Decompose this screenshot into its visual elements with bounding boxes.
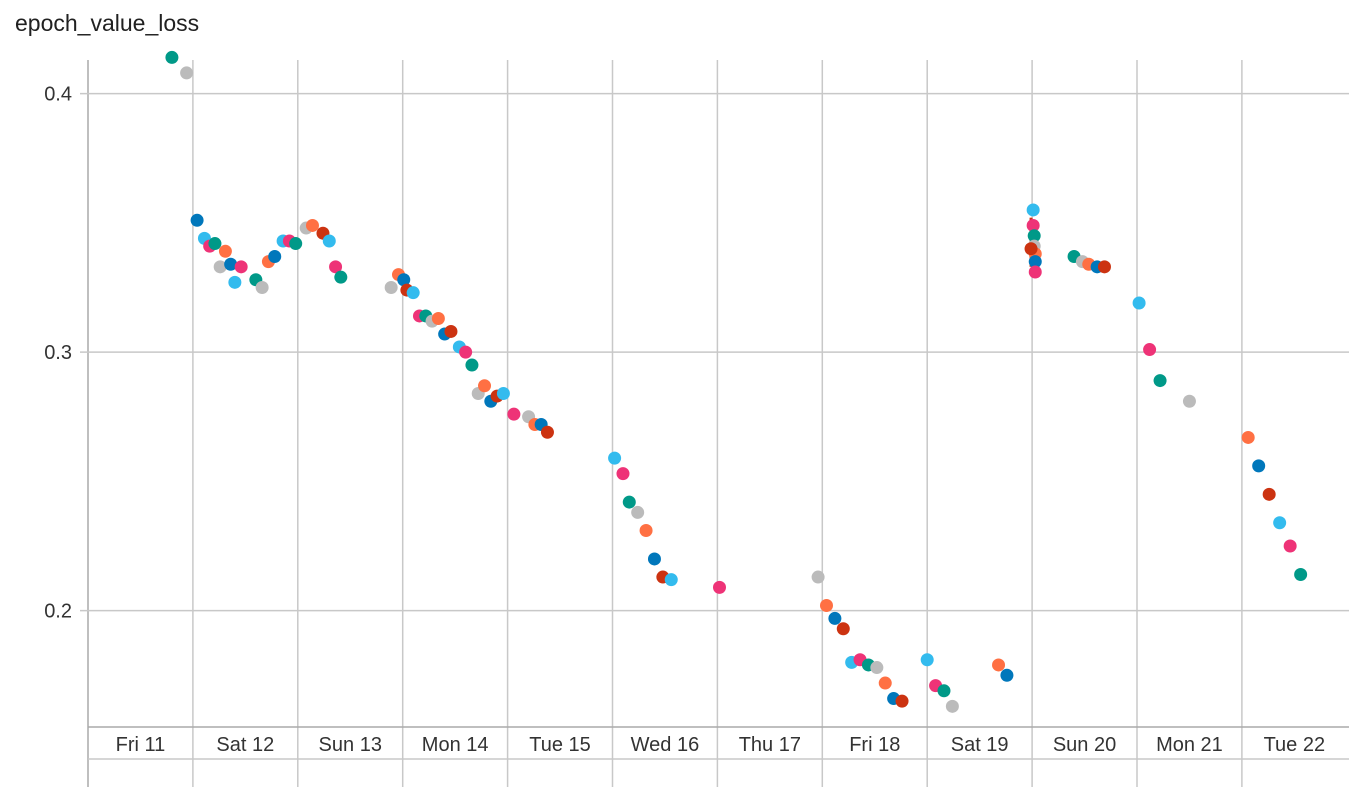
x-tick-label: Fri 18 [849,734,900,756]
y-tick-label: 0.2 [44,601,72,623]
data-point [444,324,458,338]
x-tick-label: Mon 21 [1156,734,1223,756]
data-point [1182,394,1196,408]
data-point [1143,343,1157,357]
data-point [1027,229,1041,243]
x-tick-label: Sun 20 [1053,734,1116,756]
data-point [664,573,678,587]
y-axis-ticks: 0.4 0.3 0.2 [44,84,72,623]
x-tick-label: Sat 19 [951,734,1009,756]
data-point [384,281,398,295]
data-point [213,260,227,274]
data-point [1026,203,1040,217]
data-point [218,244,232,258]
data-point [431,312,445,326]
data-point [639,524,653,538]
data-point [811,570,825,584]
data-point [608,451,622,465]
data-point [1262,487,1276,501]
data-point [190,213,204,227]
data-point [1252,459,1266,473]
x-tick-label: Sat 12 [216,734,274,756]
data-point [208,237,222,251]
data-point [712,580,726,594]
data-point [1283,539,1297,553]
data-point [1028,255,1042,269]
data-point [622,495,636,509]
data-point [945,699,959,713]
data-point [305,218,319,232]
chart-title: epoch_value_loss [15,10,200,36]
data-point [895,694,909,708]
data-point [397,273,411,287]
data-point [631,505,645,519]
data-point [1273,516,1287,530]
data-point [870,661,884,675]
data-point [507,407,521,421]
data-point [1241,430,1255,444]
data-point [329,260,343,274]
x-axis-ticks: Fri 11 Sat 12 Sun 13 Mon 14 Tue 15 Wed 16 Thu … [116,734,1325,756]
x-tick-label: Wed 16 [631,734,700,756]
data-point [992,658,1006,672]
data-point [322,234,336,248]
data-point [1024,242,1038,256]
data-point [1097,260,1111,274]
data-point [937,684,951,698]
data-point [496,387,510,400]
data-point [819,598,833,612]
data-point [478,379,492,393]
y-tick-label: 0.4 [44,84,72,106]
data-point [920,653,934,667]
data-point [1294,567,1308,581]
data-point [255,281,269,295]
data-point [828,611,842,625]
x-tick-label: Tue 22 [1264,734,1326,756]
data-point [334,270,348,284]
data-point [234,260,248,274]
data-point [180,66,194,80]
data-point [1132,296,1146,310]
gridlines [80,60,1349,787]
x-tick-label: Mon 14 [422,734,489,756]
data-point [836,622,850,636]
data-point [1000,668,1014,682]
x-tick-label: Tue 15 [529,734,591,756]
data-point [224,257,238,271]
data-point [268,249,282,263]
x-tick-label: Thu 17 [739,734,801,756]
data-point [616,467,630,481]
data-point [1026,218,1040,232]
data-point [1028,265,1042,279]
data-point [540,425,554,439]
data-point [165,50,179,64]
data-point [878,676,892,690]
x-tick-label: Fri 11 [116,734,166,756]
x-tick-label: Sun 13 [319,734,382,756]
data-point [228,275,242,289]
data-point [289,237,303,251]
data-point [465,358,479,372]
data-point [647,552,661,566]
data-point [406,286,420,300]
data-points [165,50,1308,713]
data-point [1153,374,1167,388]
data-point [459,345,473,359]
y-tick-label: 0.3 [44,342,72,364]
